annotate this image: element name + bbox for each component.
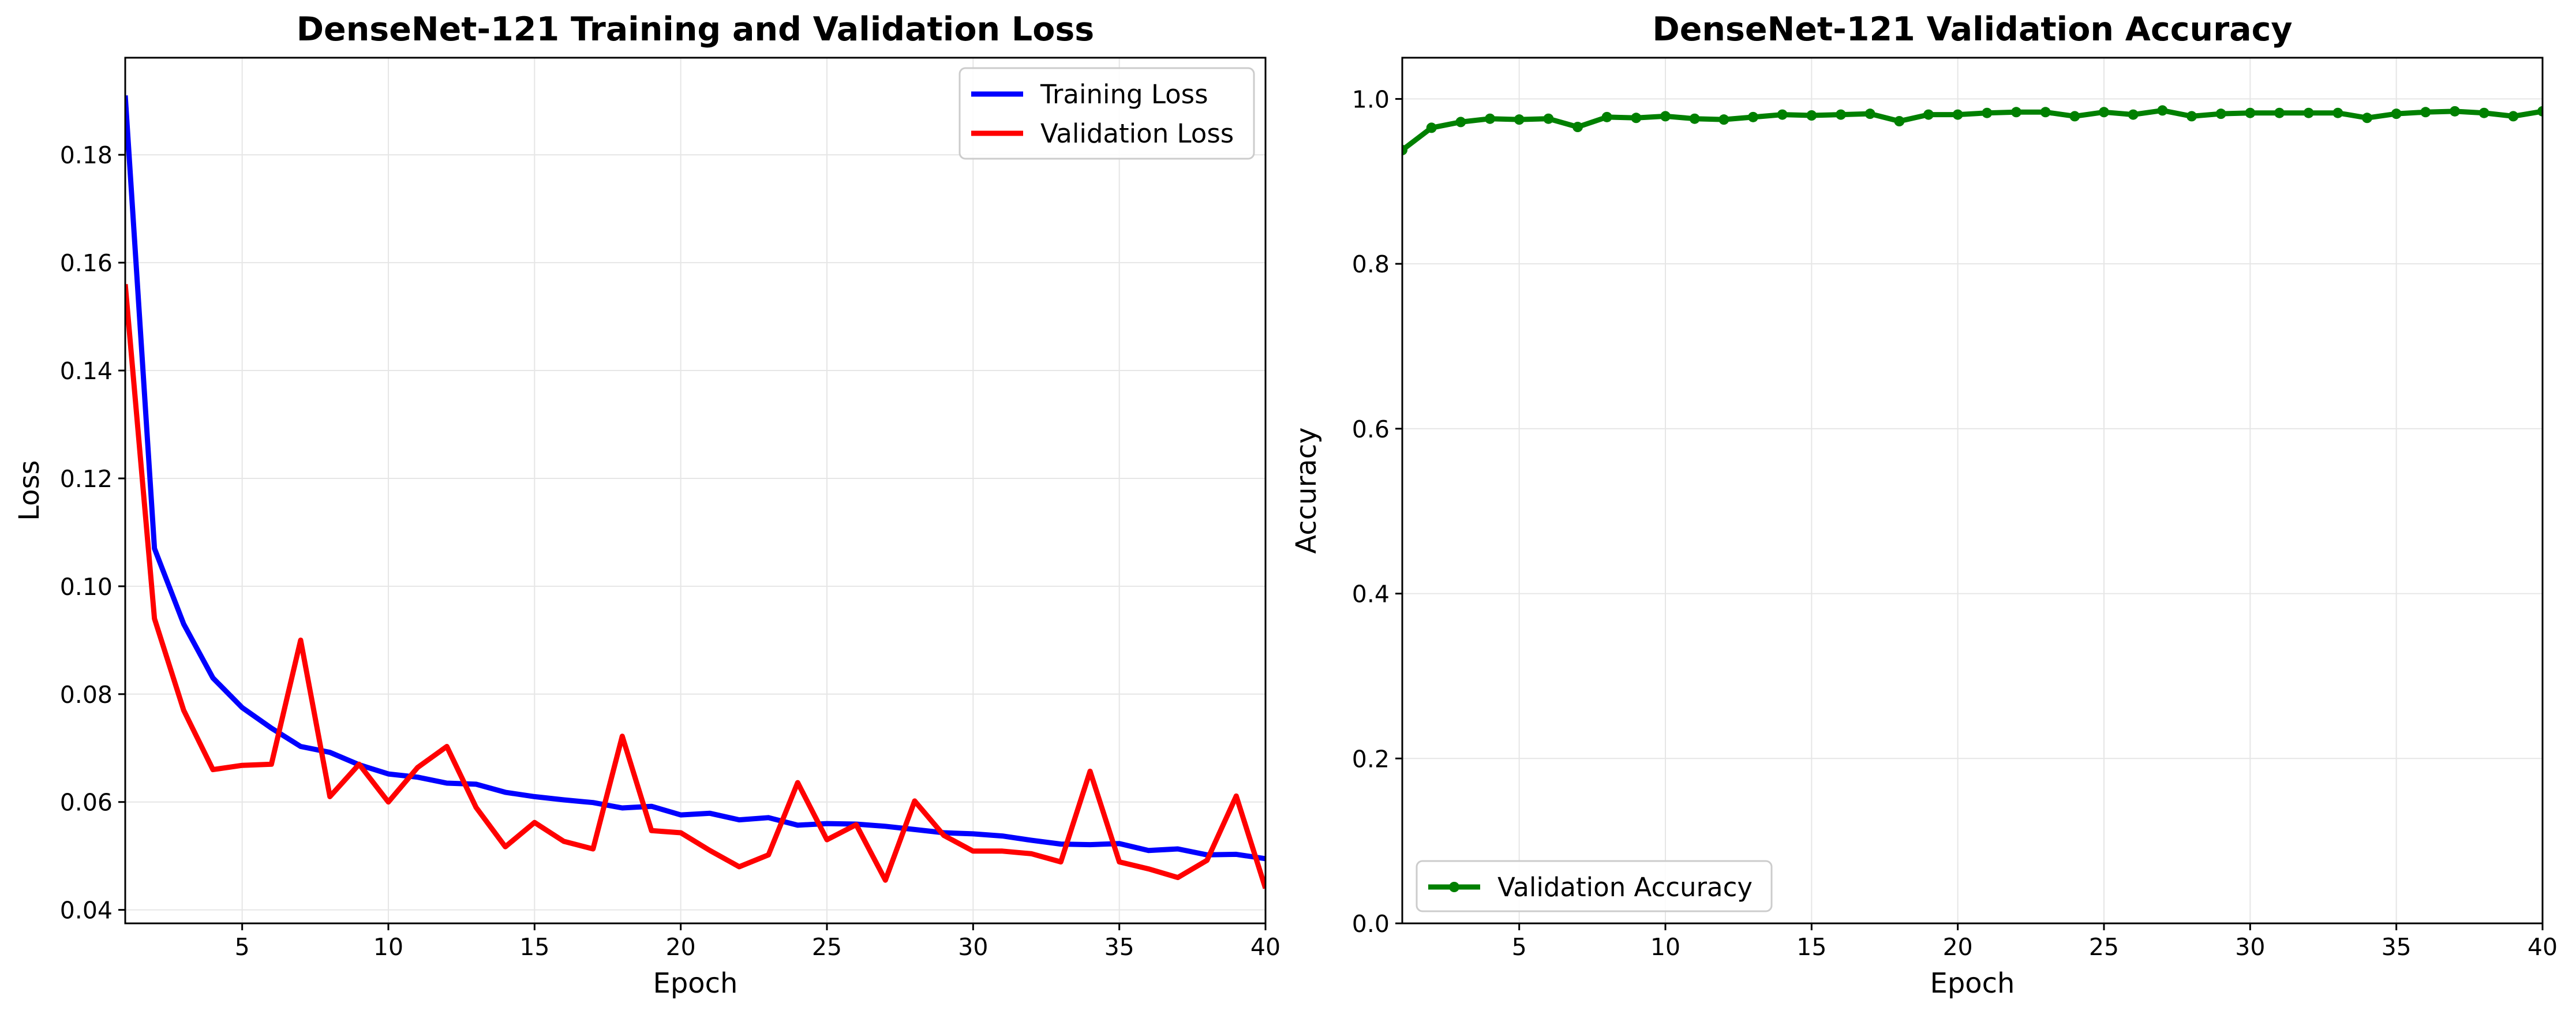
accuracy-chart: 5 10 15 20 25 30 35 40 0.0 0.2 0.4 0.6 0.8 1.0 DenseNe… — [1290, 0, 2576, 1018]
x-tick-label: 25 — [2089, 933, 2119, 961]
data-point — [2245, 107, 2256, 118]
axes-frame — [1401, 57, 2544, 925]
data-point — [2391, 108, 2402, 119]
x-tick-label: 40 — [1250, 933, 1280, 961]
clip-mask — [1265, 0, 1335, 1018]
x-tick-label: 25 — [812, 933, 842, 961]
x-tick-label: 35 — [1104, 933, 1135, 961]
x-tick-label: 20 — [1943, 933, 1973, 961]
data-point — [2450, 106, 2460, 117]
data-point — [1836, 109, 1846, 120]
y-tick-label: 0.2 — [1352, 745, 1390, 773]
y-tick-label: 0.06 — [60, 789, 113, 817]
clip-mask — [2543, 0, 2576, 1018]
y-tick-label: 0.4 — [1352, 581, 1390, 608]
data-point — [2099, 107, 2109, 118]
data-point — [2332, 107, 2343, 118]
x-tick-label: 15 — [1796, 933, 1826, 961]
data-point — [1543, 113, 1554, 124]
y-tick-label: 0.8 — [1352, 250, 1390, 278]
data-point — [1806, 110, 1817, 121]
x-tick-label: 40 — [2528, 933, 2558, 961]
data-point — [2069, 111, 2080, 122]
y-tick-label: 0.14 — [60, 357, 113, 385]
legend-label: Validation Loss — [1040, 118, 1234, 149]
x-tick-label: 30 — [2235, 933, 2265, 961]
series-line — [1401, 107, 2543, 152]
y-tick-label: 0.08 — [60, 681, 113, 709]
x-tick-label: 30 — [958, 933, 988, 961]
data-point — [1514, 114, 1525, 125]
legend: Validation Accuracy — [1416, 860, 1773, 912]
x-axis-label: Epoch — [1930, 967, 2015, 1000]
chart-title: DenseNet-121 Validation Accuracy — [1652, 10, 2292, 48]
y-tick-label: 0.18 — [60, 141, 113, 169]
data-point — [2508, 111, 2519, 122]
data-point — [2274, 107, 2285, 118]
clip-mask — [1333, 0, 1402, 1018]
legend-label: Validation Accuracy — [1497, 872, 1753, 903]
y-tick-label: 0.12 — [60, 465, 113, 493]
x-tick-label: 10 — [373, 933, 403, 961]
x-axis-label: Epoch — [653, 967, 738, 1000]
data-point — [2420, 107, 2431, 118]
clip-mask — [56, 0, 125, 1018]
x-tick-label: 10 — [1650, 933, 1680, 961]
legend-box — [958, 67, 1255, 160]
data-point — [1689, 113, 1700, 124]
y-tick-label: 0.16 — [60, 249, 113, 277]
x-tick-label: 5 — [1512, 933, 1527, 961]
data-point — [2478, 107, 2489, 118]
data-point — [2157, 105, 2168, 116]
data-point — [2128, 109, 2139, 120]
data-point — [1952, 109, 1963, 120]
legend: Training Loss Validation Loss — [958, 67, 1255, 160]
data-point — [1572, 122, 1583, 132]
data-point — [1864, 108, 1875, 119]
legend-box — [1416, 860, 1773, 912]
y-axis-label: Loss — [13, 460, 46, 521]
data-point — [2362, 113, 2372, 123]
x-tick-label: 15 — [519, 933, 549, 961]
data-point — [1982, 107, 1993, 118]
series-line — [122, 284, 1268, 889]
data-point — [2215, 108, 2226, 119]
data-point — [1660, 111, 1671, 122]
data-point — [1748, 111, 1758, 122]
data-point — [2303, 107, 2314, 118]
x-tick-label: 35 — [2382, 933, 2412, 961]
legend-label: Training Loss — [1040, 79, 1208, 110]
data-point — [1601, 111, 1612, 122]
data-point — [2011, 107, 2021, 118]
loss-chart: 5 10 15 20 25 30 35 40 0.04 0.06 0.08 0.10 0.12 0.14 0… — [13, 0, 1335, 1018]
chart-title: DenseNet-121 Training and Validation Los… — [297, 10, 1095, 48]
data-point — [1485, 113, 1495, 124]
axes-frame — [124, 57, 1267, 925]
data-point — [1923, 109, 1934, 120]
y-tick-label: 1.0 — [1352, 85, 1390, 113]
y-tick-label: 0.0 — [1352, 910, 1390, 938]
data-point — [1631, 113, 1642, 123]
data-point — [1426, 122, 1437, 133]
legend-marker — [1449, 882, 1459, 892]
data-point — [2040, 107, 2051, 118]
y-axis-label: Accuracy — [1290, 427, 1323, 553]
y-tick-label: 0.6 — [1352, 416, 1390, 443]
data-point — [2186, 111, 2197, 122]
x-tick-label: 20 — [666, 933, 696, 961]
data-point — [1455, 117, 1466, 128]
y-tick-label: 0.10 — [60, 573, 113, 601]
series-line — [122, 95, 1266, 862]
data-point — [1777, 109, 1788, 120]
data-point — [1718, 114, 1729, 125]
x-tick-label: 5 — [235, 933, 250, 961]
y-tick-label: 0.04 — [60, 897, 113, 925]
data-point — [1894, 116, 1905, 126]
